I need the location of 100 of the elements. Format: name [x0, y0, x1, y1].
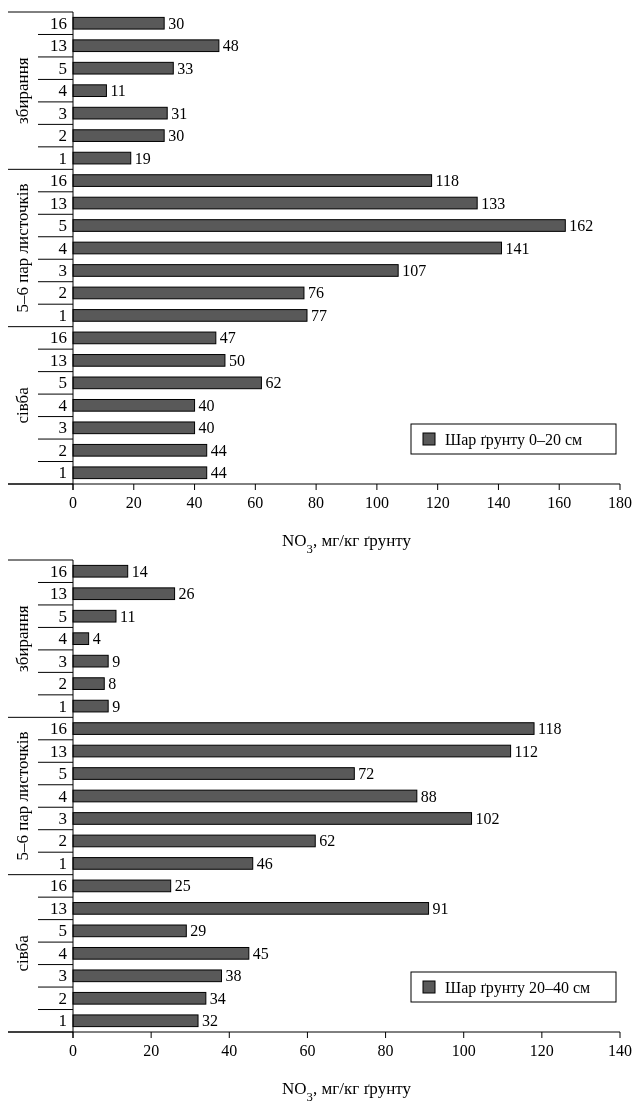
data-label: 44	[210, 441, 227, 459]
y-tick-label: 4	[58, 238, 68, 258]
data-label: 33	[177, 59, 194, 77]
data-label: 76	[307, 284, 324, 302]
data-label: 30	[168, 14, 185, 32]
data-label: 11	[110, 82, 126, 100]
y-tick-label: 13	[50, 36, 67, 56]
x-tick-label: 20	[125, 494, 142, 511]
y-tick-label: 1	[58, 1011, 67, 1031]
y-tick-label: 13	[50, 741, 67, 761]
data-label: 48	[222, 37, 239, 55]
y-tick-label: 1	[58, 305, 67, 325]
y-tick-label: 5	[58, 606, 67, 626]
legend-label: Шар ґрунту 20–40 см	[445, 978, 591, 997]
y-tick-label: 13	[50, 898, 67, 918]
x-tick-label: 180	[608, 494, 632, 511]
data-label: 77	[310, 306, 327, 324]
y-tick-label: 13	[50, 584, 67, 604]
x-tick-label: 40	[186, 494, 203, 511]
legend-label: Шар ґрунту 0–20 см	[445, 430, 583, 449]
y-tick-label: 4	[58, 943, 68, 963]
y-tick-label: 4	[58, 786, 68, 806]
data-label: 19	[134, 149, 151, 167]
text: збирання	[13, 57, 32, 124]
x-tick-label: 0	[69, 1042, 77, 1059]
x-tick-label: 120	[425, 494, 450, 511]
x-axis-title: NO$_{3}$, мг/кг ґрунту	[282, 531, 412, 556]
y-tick-label: 3	[58, 260, 67, 280]
x-tick-label: 0	[69, 494, 77, 511]
data-label: 62	[265, 374, 282, 392]
data-label: 118	[435, 172, 459, 190]
y-tick-label: 5	[58, 373, 67, 393]
y-tick-label: 16	[50, 171, 67, 191]
data-label: 8	[108, 675, 117, 693]
y-tick-label: 16	[50, 561, 67, 581]
data-label: 9	[112, 697, 121, 715]
y-tick-label: 3	[58, 966, 67, 986]
data-label: 26	[178, 585, 195, 603]
x-tick-label: 60	[247, 494, 264, 511]
data-label: 50	[228, 351, 245, 369]
data-label: 14	[131, 562, 148, 580]
y-tick-label: 5	[58, 921, 67, 941]
y-tick-label: 16	[50, 876, 67, 896]
x-tick-label: 80	[377, 1042, 394, 1059]
x-tick-label: 100	[364, 494, 389, 511]
y-tick-label: 5	[58, 764, 67, 784]
x-tick-label: 140	[608, 1042, 632, 1059]
text: сівба	[13, 934, 32, 972]
x-tick-label: 40	[221, 1042, 238, 1059]
text: збирання	[13, 605, 32, 672]
y-tick-label: 2	[58, 440, 67, 460]
y-tick-label: 13	[50, 193, 67, 213]
text: сівба	[13, 386, 32, 424]
data-label: 32	[202, 1012, 219, 1030]
data-label: 112	[514, 742, 539, 760]
data-label: 141	[505, 239, 530, 257]
x-tick-label: 120	[529, 1042, 554, 1059]
data-label: 162	[569, 217, 594, 235]
x-tick-label: 60	[299, 1042, 316, 1059]
y-tick-label: 2	[58, 831, 67, 851]
y-tick-label: 1	[58, 463, 67, 483]
data-label: 11	[119, 607, 136, 625]
y-tick-label: 1	[58, 853, 67, 873]
y-tick-label: 3	[58, 103, 67, 123]
data-label: 91	[432, 899, 449, 917]
data-label: 47	[219, 329, 236, 347]
x-axis-title: NO$_{3}$, мг/кг ґрунту	[282, 1079, 412, 1104]
data-label: 46	[256, 854, 273, 872]
data-label: 133	[481, 194, 506, 212]
x-tick-label: 100	[451, 1042, 476, 1059]
y-tick-label: 1	[58, 148, 67, 168]
y-tick-label: 13	[50, 350, 67, 370]
y-tick-label: 4	[58, 81, 68, 101]
text: 5–6 пар листочків	[13, 731, 32, 861]
data-label: 4	[92, 630, 101, 648]
x-tick-label: 80	[308, 494, 325, 511]
y-tick-label: 2	[58, 988, 67, 1008]
y-tick-label: 2	[58, 674, 67, 694]
y-tick-label: 1	[58, 696, 67, 716]
y-tick-label: 2	[58, 126, 67, 146]
x-tick-label: 140	[486, 494, 511, 511]
data-label: 25	[174, 877, 191, 895]
y-tick-label: 4	[58, 395, 68, 415]
data-label: 30	[168, 127, 185, 145]
y-tick-label: 3	[58, 418, 67, 438]
y-tick-label: 3	[58, 808, 67, 828]
y-tick-label: 5	[58, 58, 67, 78]
y-tick-label: 16	[50, 719, 67, 739]
data-label: 31	[171, 104, 188, 122]
text: 5–6 пар листочків	[13, 183, 32, 313]
y-tick-label: 3	[58, 651, 67, 671]
data-label: 88	[420, 787, 437, 805]
data-label: 40	[198, 396, 215, 414]
data-label: 9	[112, 652, 121, 670]
data-label: 72	[358, 765, 375, 783]
data-label: 107	[402, 261, 427, 279]
data-label: 45	[252, 944, 269, 962]
data-label: 29	[190, 922, 207, 940]
data-label: 38	[225, 967, 242, 985]
x-tick-label: 160	[547, 494, 572, 511]
